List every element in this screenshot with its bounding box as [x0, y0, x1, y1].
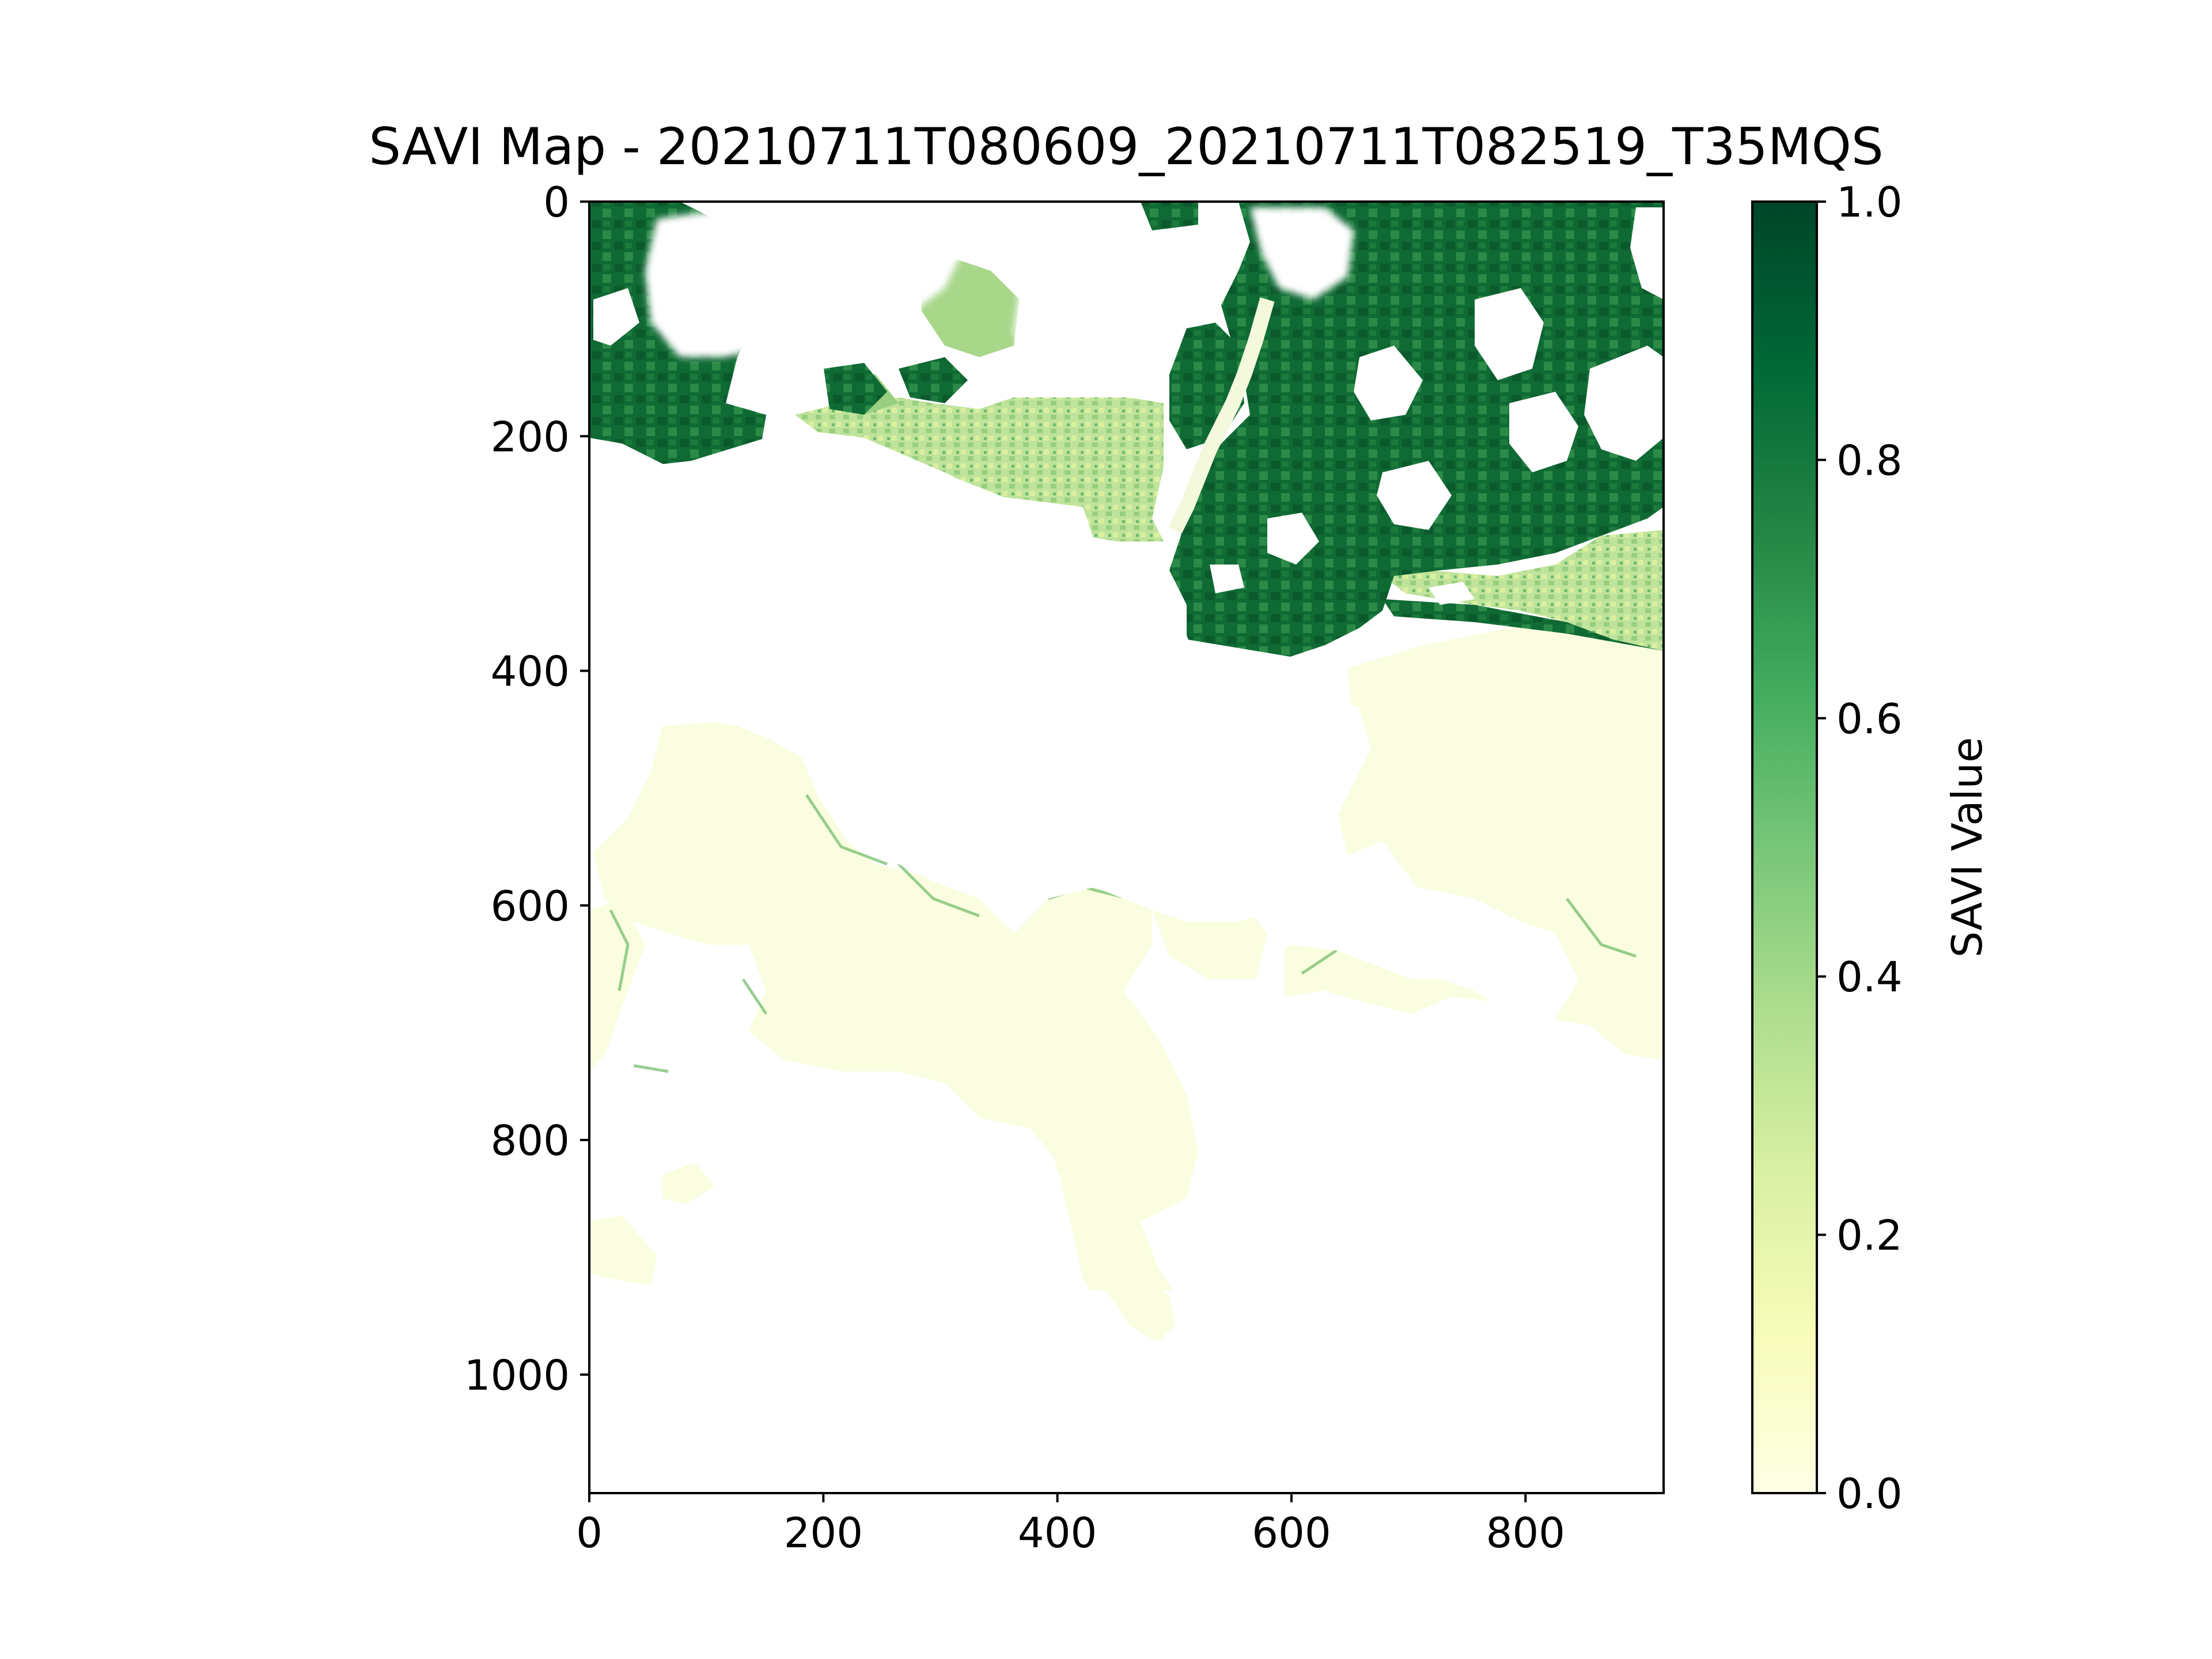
- colorbar-tick-label: 0.4: [1836, 953, 1903, 1001]
- plot-frame: [588, 200, 1665, 1494]
- x-tick-label: 600: [1252, 1509, 1331, 1557]
- x-axis: 0 200 400 600 800: [576, 1493, 1565, 1557]
- x-tick-label: 200: [784, 1509, 863, 1557]
- y-tick-label: 0: [543, 178, 570, 226]
- plot-area: [589, 202, 1664, 1493]
- colorbar: [1751, 200, 1818, 1494]
- no-data-mask: [589, 207, 1664, 1493]
- y-tick-label: 200: [491, 412, 570, 461]
- colorbar-tick-label: 0.2: [1836, 1211, 1903, 1260]
- colorbar-tick-label: 0.0: [1836, 1469, 1903, 1518]
- low-savi-lobes: [589, 1129, 1175, 1342]
- y-tick-label: 1000: [464, 1351, 570, 1399]
- colorbar-tick-label: 1.0: [1836, 178, 1903, 226]
- x-tick-label: 800: [1486, 1509, 1565, 1557]
- y-tick-label: 800: [491, 1116, 570, 1165]
- colorbar-tick-label: 0.6: [1836, 695, 1903, 743]
- y-tick-label: 600: [491, 882, 570, 930]
- chart-title: SAVI Map - 20210711T080609_20210711T0825…: [369, 117, 1884, 176]
- y-axis: 0 200 400 600 800 1000: [464, 178, 589, 1399]
- colorbar-axis: 0.0 0.2 0.4 0.6 0.8 1.0: [1817, 178, 1903, 1518]
- colorbar-label: SAVI Value: [1943, 737, 1991, 958]
- river: [1168, 297, 1275, 533]
- colorbar-tick-label: 0.8: [1836, 436, 1903, 484]
- x-tick-label: 400: [1018, 1509, 1097, 1557]
- x-tick-label: 0: [576, 1509, 603, 1557]
- y-tick-label: 400: [491, 647, 570, 696]
